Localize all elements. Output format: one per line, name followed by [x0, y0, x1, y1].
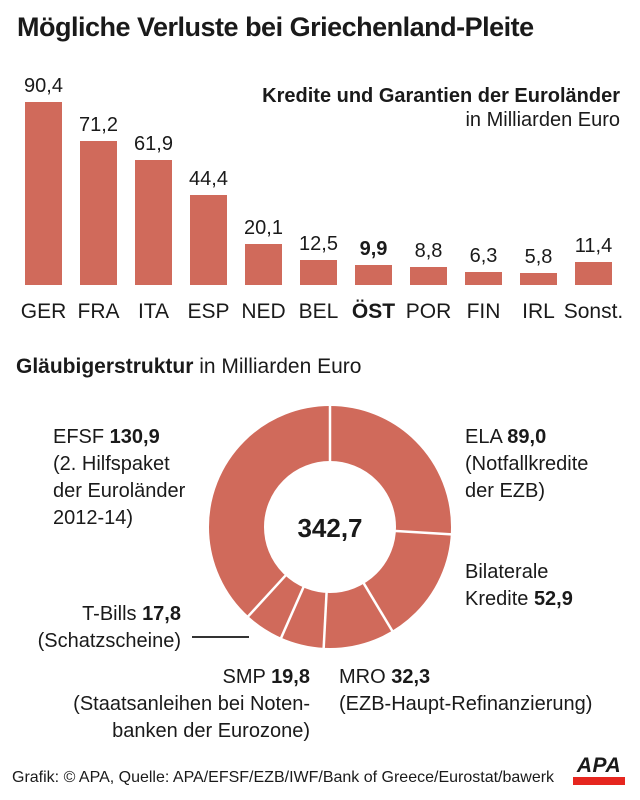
bar-label: ÖST [351, 300, 396, 323]
bar-GER [25, 102, 62, 285]
bar-value: 12,5 [299, 233, 338, 255]
donut-divider [245, 571, 290, 620]
donut-label-tbills: T-Bills 17,8 (Schatzscheine) [37, 603, 181, 652]
bar-label: GER [20, 300, 67, 323]
page-title: Mögliche Verluste bei Griechenland-Pleit… [17, 12, 534, 42]
bar-value: 71,2 [79, 114, 118, 136]
bar-Sonst. [575, 262, 612, 285]
donut-label-efsf: EFSF 130,9 (2. Hilfspaket der Euroländer 20… [53, 426, 186, 529]
bar-label: FRA [77, 300, 120, 323]
donut-section-title: Gläubigerstruktur [16, 355, 194, 378]
bar-chart-subtitle: Kredite und Garantien der Euroländer in … [262, 84, 620, 132]
bar-FIN [465, 272, 502, 285]
bar-POR [410, 267, 447, 285]
bar-FRA [80, 141, 117, 285]
bar-chart: 90,4 GER 71,2 FRA 61,9 ITA 44,4 ESP 20,1 NED 12,5 B… [0, 0, 640, 330]
bar-label: IRL [522, 300, 555, 323]
donut-divider [391, 529, 454, 536]
bar-value: 9,9 [359, 238, 388, 260]
bar-value: 61,9 [134, 133, 173, 155]
bar-value: 8,8 [414, 240, 443, 262]
donut-divider [278, 583, 307, 641]
bar-label: FIN [466, 300, 501, 323]
apa-logo: APA [573, 754, 625, 785]
bar-label: Sonst. [563, 300, 624, 323]
tbills-connector-line [192, 636, 249, 638]
bar-value: 90,4 [24, 75, 63, 97]
donut-label-mro: MRO 32,3 (EZB-Haupt-Refinanzierung) [339, 666, 593, 715]
bar-ÖST [355, 265, 392, 285]
donut-label-ela: ELA 89,0 (Notfallkredite der EZB) [465, 426, 589, 502]
donut-label-smp: SMP 19,8 (Staatsanleihen bei Noten-banken… [73, 666, 310, 742]
bar-label: POR [405, 300, 452, 323]
bar-label: BEL [298, 300, 339, 323]
bar-NED [245, 244, 282, 285]
bar-label: ESP [187, 300, 230, 323]
donut-total: 342,7 [297, 513, 363, 543]
donut-divider [360, 579, 395, 635]
donut-section-unit: in Milliarden Euro [199, 355, 362, 378]
bar-chart-subtitle-unit: in Milliarden Euro [465, 109, 620, 131]
bar-IRL [520, 273, 557, 285]
bar-chart-subtitle-bold: Kredite und Garantien der Euroländer [262, 85, 620, 107]
bar-ITA [135, 160, 172, 285]
apa-logo-red-bar [573, 777, 625, 785]
bar-value: 5,8 [524, 246, 553, 268]
bar-BEL [300, 260, 337, 285]
bar-ESP [190, 195, 227, 285]
bar-label: NED [241, 300, 286, 323]
bar-value: 11,4 [574, 235, 613, 257]
source-credit: Grafik: © APA, Quelle: APA/EFSF/EZB/IWF/… [12, 769, 555, 786]
donut-label-bilateral: Bilaterale Kredite 52,9 [465, 561, 573, 610]
donut-section-header: Gläubigerstruktur in Milliarden Euro [16, 355, 361, 379]
apa-logo-text: APA [576, 754, 622, 777]
bar-value: 44,4 [189, 168, 228, 190]
donut-divider [322, 588, 329, 651]
bar-label: ITA [137, 300, 170, 323]
bar-value: 20,1 [244, 217, 283, 239]
donut-chart [209, 403, 454, 651]
bar-value: 6,3 [469, 245, 498, 267]
